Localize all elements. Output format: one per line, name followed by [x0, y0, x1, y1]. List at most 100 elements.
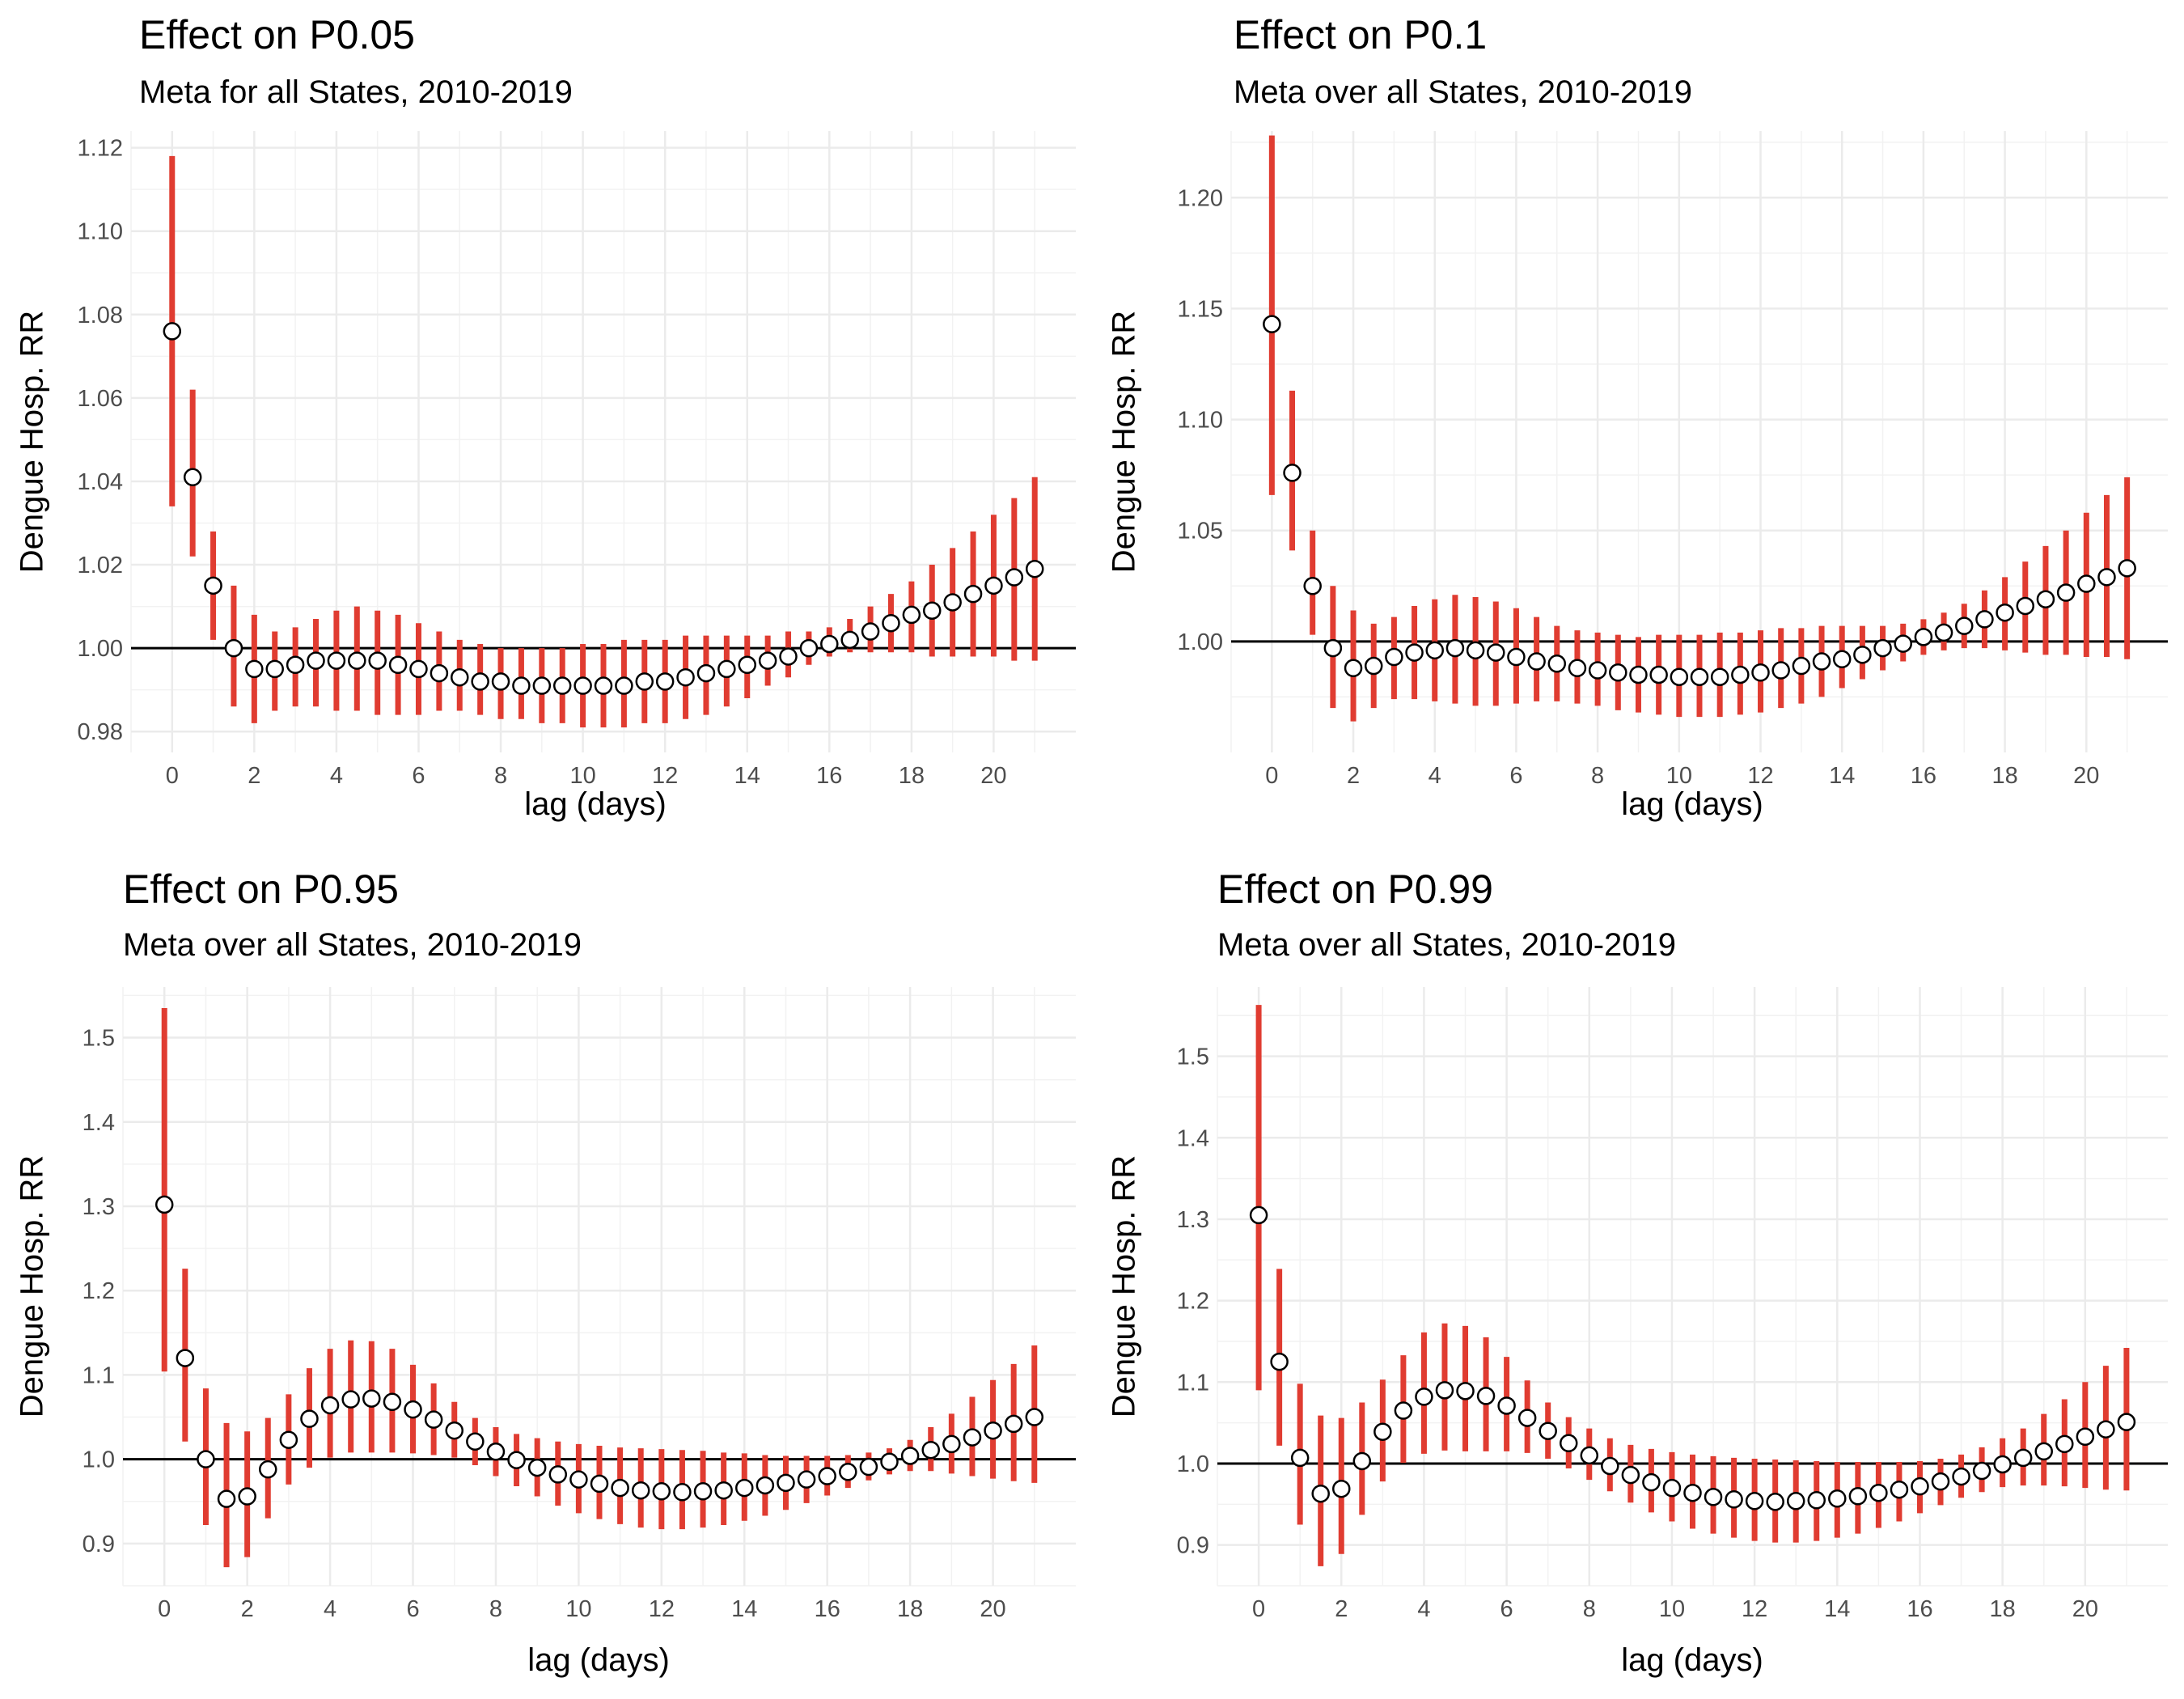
rr-point — [204, 576, 222, 595]
rr-point — [615, 676, 633, 695]
chart-panel-2: Effect on P0.1 Meta over all States, 2010… — [1092, 0, 2184, 850]
x-tick-label: 10 — [569, 763, 595, 789]
chart-subtitle: Meta for all States, 2010-2019 — [139, 74, 573, 110]
rr-point — [1931, 1472, 1950, 1491]
rr-point — [1894, 634, 1912, 653]
y-tick-label: 1.10 — [1178, 408, 1223, 434]
rr-point — [655, 672, 675, 691]
rr-point — [756, 1476, 775, 1495]
rr-point — [984, 576, 1003, 595]
y-tick-label: 1.2 — [1177, 1289, 1209, 1315]
rr-point — [2076, 1427, 2095, 1447]
rr-point — [631, 1481, 650, 1500]
x-tick-label: 16 — [816, 763, 842, 789]
x-tick-label: 8 — [494, 763, 507, 789]
x-tick-label: 16 — [815, 1596, 840, 1622]
x-tick-label: 10 — [1666, 763, 1692, 789]
rr-point — [1385, 647, 1403, 667]
rr-point — [820, 634, 839, 654]
x-tick-label: 4 — [1417, 1596, 1430, 1622]
rr-point — [2077, 574, 2096, 593]
rr-point — [259, 1460, 277, 1479]
rr-point — [652, 1482, 671, 1501]
rr-point — [552, 676, 572, 695]
rr-point — [1435, 1381, 1454, 1400]
rr-point — [779, 647, 798, 666]
x-tick-label: 6 — [412, 763, 425, 789]
rr-point — [1869, 1483, 1888, 1502]
rr-point — [2055, 1434, 2074, 1454]
rr-point — [818, 1467, 836, 1485]
rr-point — [1025, 559, 1044, 578]
rr-point — [1710, 667, 1729, 686]
y-tick-label: 1.1 — [83, 1362, 115, 1388]
rr-point — [594, 676, 613, 695]
rr-point — [217, 1489, 236, 1508]
rr-point — [1662, 1478, 1682, 1498]
x-tick-label: 18 — [1991, 763, 2017, 789]
x-tick-label: 4 — [330, 763, 343, 789]
rr-point — [1601, 1456, 1619, 1476]
x-tick-label: 14 — [1829, 763, 1855, 789]
rr-point — [1832, 650, 1852, 669]
rr-point — [163, 322, 182, 341]
rr-point — [532, 676, 552, 695]
rr-point — [923, 601, 942, 621]
rr-point — [943, 593, 962, 612]
x-tick-label: 20 — [2073, 763, 2099, 789]
rr-point — [1466, 641, 1485, 660]
rr-point — [1670, 667, 1689, 686]
y-tick-label: 1.4 — [83, 1110, 115, 1136]
rr-point — [1952, 1467, 1970, 1486]
x-tick-label: 12 — [1742, 1596, 1767, 1622]
chart-svg: 0 2 4 6 8 10 12 14 16 18 20 0.9 1.0 1.1 1.2 1.3 1.4 1.5 — [83, 987, 1076, 1622]
x-tick-label: 10 — [1659, 1596, 1685, 1622]
rr-point — [224, 638, 243, 658]
rr-point — [1873, 638, 1892, 658]
rr-point — [963, 584, 983, 604]
x-tick-label: 6 — [406, 1596, 419, 1622]
rr-point — [1405, 643, 1424, 662]
rr-point — [1649, 665, 1668, 684]
rr-point — [1005, 568, 1024, 587]
rr-point — [1332, 1479, 1351, 1498]
rr-point — [1580, 1446, 1599, 1465]
rr-point — [1323, 638, 1343, 658]
y-tick-label: 1.08 — [78, 303, 123, 328]
rr-point — [839, 1463, 857, 1481]
rr-point — [984, 1421, 1002, 1440]
x-tick-label: 6 — [1500, 1596, 1513, 1622]
x-tick-label: 14 — [1824, 1596, 1850, 1622]
rr-point — [507, 1451, 526, 1469]
rr-point — [300, 1409, 319, 1428]
y-tick-label: 1.04 — [78, 469, 123, 495]
rr-point — [676, 667, 695, 687]
y-tick-label: 1.12 — [78, 136, 123, 162]
rr-point — [1993, 1455, 2012, 1474]
rr-point — [1771, 661, 1790, 680]
rr-point — [2117, 1413, 2136, 1431]
x-tick-label: 8 — [489, 1596, 502, 1622]
rr-point — [574, 676, 592, 695]
rr-point — [1539, 1421, 1557, 1440]
x-tick-label: 20 — [980, 1596, 1005, 1622]
rr-point — [548, 1465, 568, 1484]
x-tick-label: 18 — [897, 1596, 923, 1622]
y-tick-label: 1.20 — [1178, 185, 1223, 211]
rr-point — [424, 1410, 443, 1429]
rr-point — [265, 659, 284, 679]
rr-point — [1609, 663, 1627, 682]
y-tick-label: 1.0 — [1177, 1451, 1209, 1477]
rr-point — [245, 659, 264, 679]
rr-point — [735, 1478, 754, 1498]
rr-point — [1497, 1396, 1516, 1415]
rr-point — [341, 1390, 360, 1409]
rr-point — [1588, 661, 1607, 680]
rr-point — [1972, 1461, 1991, 1481]
rr-point — [882, 613, 900, 633]
rr-point — [1507, 647, 1526, 667]
rr-point — [1975, 610, 1994, 629]
rr-point — [859, 1457, 878, 1477]
x-tick-label: 20 — [980, 763, 1006, 789]
rr-point — [880, 1452, 899, 1472]
